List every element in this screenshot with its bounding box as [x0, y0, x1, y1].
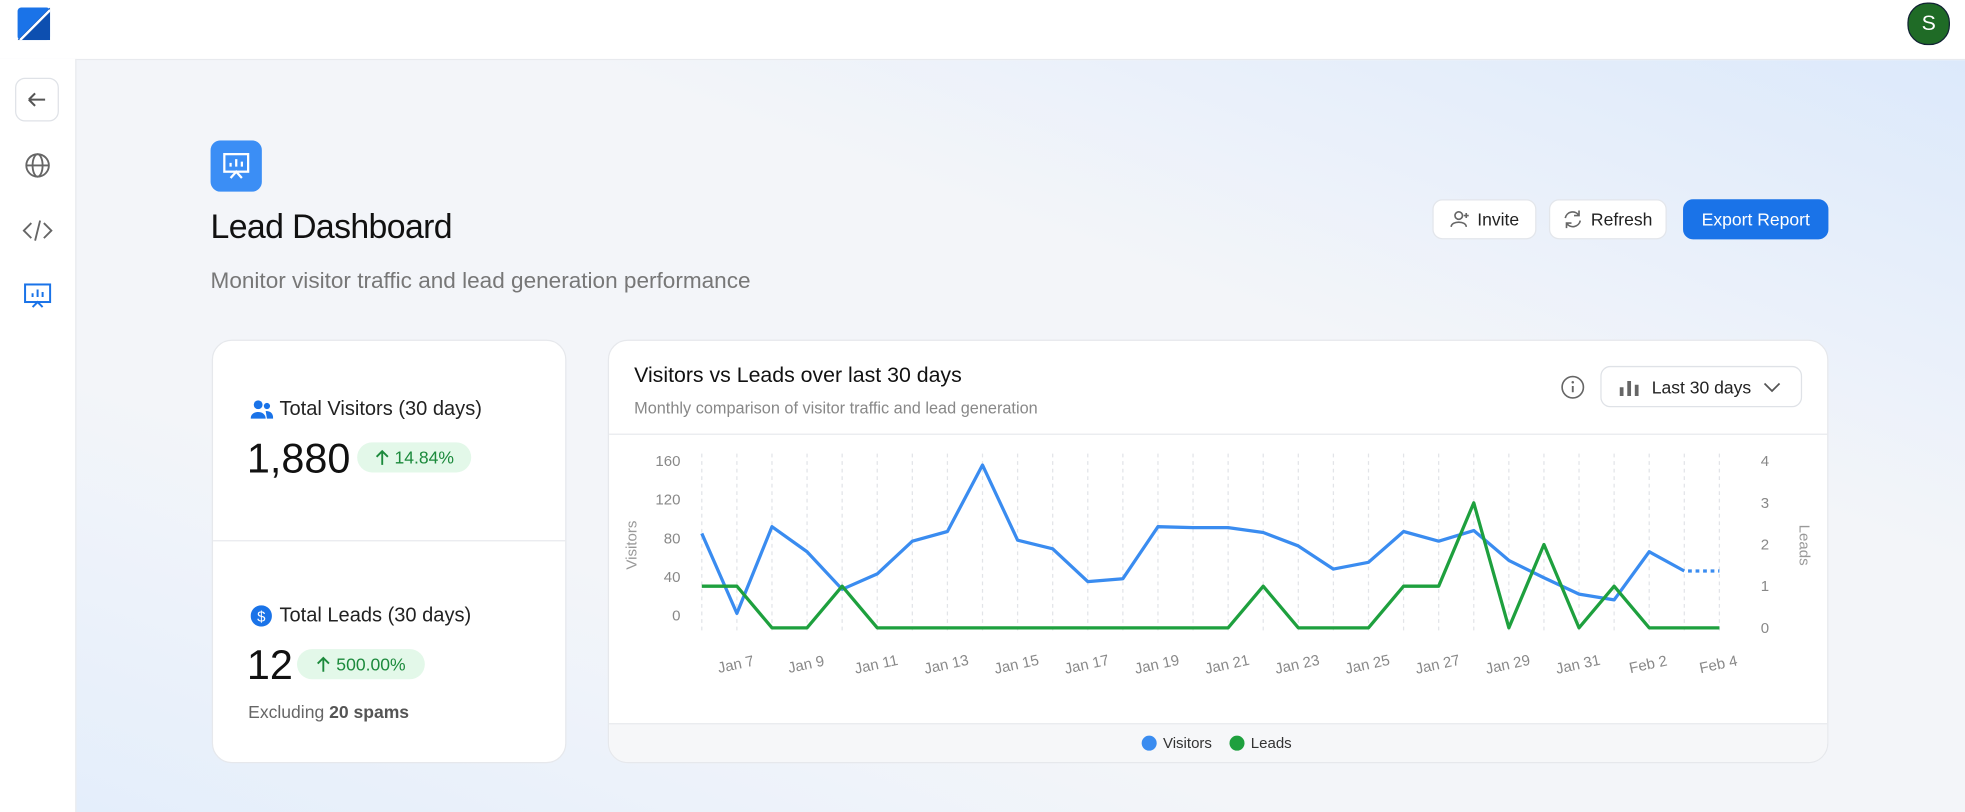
change: 14.84% [394, 447, 454, 468]
y2-tick-label: 0 [1761, 620, 1769, 637]
top-bar: S [0, 0, 1965, 61]
avatar[interactable]: S [1907, 2, 1950, 46]
y2-tick-label: 2 [1761, 537, 1769, 554]
page-title: Lead Dashboard [210, 208, 453, 246]
globe-icon[interactable] [24, 152, 52, 180]
change: 500.00% [336, 654, 406, 675]
y2-tick-label: 1 [1761, 578, 1769, 595]
code-icon[interactable] [22, 217, 53, 245]
logo[interactable] [17, 7, 51, 41]
stat-value: 1,880 [246, 434, 351, 482]
page-subtitle: Monitor visitor traffic and lead generat… [210, 268, 751, 294]
chart-card: Visitors vs Leads over last 30 days Mont… [607, 339, 1829, 764]
x-tick-label: Jan 29 [1484, 652, 1532, 678]
dollar-icon: $ [250, 605, 272, 627]
legend-swatch [1141, 735, 1157, 751]
dashboard-icon[interactable] [24, 282, 52, 310]
note-bold: 20 spams [329, 701, 410, 722]
back-button[interactable] [15, 77, 59, 122]
label: Invite [1477, 209, 1520, 230]
x-tick-label: Jan 9 [786, 653, 825, 677]
note: Excluding [248, 701, 325, 722]
y-tick-label: 120 [655, 492, 680, 509]
x-tick-label: Jan 21 [1203, 652, 1251, 678]
x-tick-label: Feb 4 [1698, 653, 1739, 678]
invite-button[interactable]: Invite [1432, 199, 1537, 240]
y-axis-title: Visitors [624, 521, 641, 570]
change-badge: 14.84% [357, 442, 472, 473]
series-line [701, 501, 1720, 630]
y-tick-label: 0 [672, 607, 680, 624]
divider [609, 433, 1828, 435]
legend-label: Visitors [1163, 735, 1212, 752]
stats-card: Total Visitors (30 days) 1,880 14.84% $ … [211, 339, 567, 764]
users-icon [250, 400, 274, 419]
series-line [700, 463, 1720, 616]
label: Refresh [1590, 209, 1653, 230]
x-tick-label: Jan 13 [923, 652, 971, 678]
y2-tick-label: 4 [1761, 453, 1769, 470]
change-badge: 500.00% [297, 649, 425, 680]
y-tick-label: 160 [655, 453, 680, 470]
x-tick-label: Jan 19 [1133, 652, 1181, 678]
svg-text:$: $ [257, 609, 266, 626]
x-tick-label: Jan 11 [853, 652, 900, 678]
refresh-button[interactable]: Refresh [1548, 199, 1667, 240]
x-tick-label: Feb 2 [1628, 653, 1669, 678]
y-tick-label: 80 [664, 530, 681, 547]
sidebar [0, 58, 77, 812]
x-tick-label: Jan 27 [1414, 652, 1462, 678]
x-tick-label: Jan 23 [1274, 652, 1322, 678]
x-tick-label: Jan 17 [1063, 652, 1111, 678]
range-label: Last 30 days [1651, 376, 1752, 397]
export-button[interactable]: Export Report [1683, 199, 1829, 240]
y2-tick-label: 3 [1761, 495, 1769, 512]
legend-swatch [1229, 735, 1245, 751]
divider [213, 540, 566, 542]
stat-label: Total Leads (30 days) [279, 605, 472, 627]
spam-note: Excluding 20 spams [248, 702, 409, 722]
x-tick-label: Jan 15 [993, 652, 1041, 678]
legend-label: Leads [1251, 735, 1292, 752]
x-tick-label: Jan 31 [1554, 652, 1602, 678]
range-dropdown[interactable]: Last 30 days [1600, 365, 1803, 408]
info-icon[interactable] [1560, 375, 1585, 400]
y-tick-label: 40 [664, 569, 681, 586]
chart-subtitle: Monthly comparison of visitor traffic an… [634, 398, 1038, 418]
x-tick-label: Jan 7 [716, 653, 755, 677]
chart-title: Visitors vs Leads over last 30 days [634, 363, 962, 388]
x-tick-label: Jan 25 [1344, 652, 1392, 678]
stat-value: 12 [246, 641, 293, 689]
page-icon [210, 140, 262, 192]
stat-label: Total Visitors (30 days) [279, 398, 482, 420]
y2-axis-title: Leads [1796, 525, 1813, 566]
chart-footer [609, 723, 1828, 762]
